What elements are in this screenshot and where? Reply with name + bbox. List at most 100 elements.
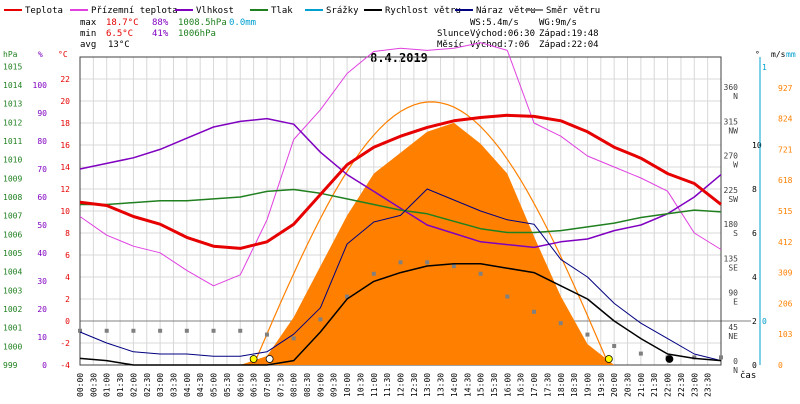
- axis-dir-tick: 315: [724, 117, 739, 126]
- axis-dir-tick: 90: [728, 289, 738, 298]
- axis-pct-tick: 90: [37, 109, 47, 118]
- legend-label: Přízemní teplota: [91, 6, 178, 16]
- wind-ws: WS:5.4m/s: [470, 18, 519, 28]
- axis-dir-card: SE: [728, 263, 738, 272]
- sunset-marker: [604, 355, 613, 363]
- axis-x-tick: 08:30: [303, 373, 312, 397]
- axis-x-tick: 01:00: [103, 373, 112, 397]
- axis-temp-tick: 0: [65, 317, 70, 326]
- axis-dir-card: W: [733, 161, 738, 170]
- wind-dir-point: [158, 328, 163, 333]
- axis-rad-tick: 412: [778, 238, 793, 247]
- wind-dir-point: [398, 260, 403, 265]
- axis-temp-tick: -4: [60, 361, 70, 370]
- axis-rad-tick: 0: [778, 361, 783, 370]
- axis-hpa-tick: 1007: [3, 212, 22, 221]
- axis-temp-tick: 8: [65, 229, 70, 238]
- chart-title: 8.4.2019: [370, 51, 428, 65]
- stat-avg-label: avg: [80, 40, 96, 50]
- wind-dir-point: [612, 343, 617, 348]
- axis-pct-tick: 20: [37, 305, 47, 314]
- wind-dir-point: [291, 336, 296, 341]
- wind-dir-point: [558, 321, 563, 326]
- axis-rad-tick: 309: [778, 269, 793, 278]
- wind-dir-point: [78, 328, 82, 333]
- chart-legend: Teplota Přízemní teplota Vlhkost Tlak Srážky…: [4, 6, 600, 16]
- axis-x-tick: 16:00: [503, 373, 512, 397]
- axis-x-tick: 21:00: [637, 373, 646, 397]
- axis-x-tick: 14:30: [463, 373, 472, 397]
- stat-max-temp: 18.7°C: [106, 18, 139, 28]
- axis-temp-tick: 20: [60, 97, 70, 106]
- axis-x-tick: 00:00: [76, 373, 85, 397]
- stat-max-hum: 88%: [152, 18, 169, 28]
- legend-label: Náraz větru: [476, 6, 536, 16]
- axis-x-tick: 03:00: [156, 373, 165, 397]
- axis-temp-tick: -2: [60, 339, 70, 348]
- axis-rad-tick: 824: [778, 115, 793, 124]
- axis-hpa-tick: 1013: [3, 100, 22, 109]
- series-temperature: [79, 113, 722, 250]
- wind-dir-point: [371, 271, 376, 276]
- axis-pct-tick: 50: [37, 221, 47, 230]
- axis-x-tick: 20:30: [624, 373, 633, 397]
- axis-mm-label: mm: [786, 50, 796, 59]
- stat-max-label: max: [80, 18, 97, 28]
- series-wind-speed: [79, 263, 722, 366]
- chart-axes: 9991000100110021003100410051006100710081…: [3, 57, 793, 397]
- legend-label: Teplota: [25, 6, 63, 16]
- axis-x-tick: 08:00: [290, 373, 299, 397]
- axis-x-tick: 11:30: [383, 373, 392, 397]
- axis-temp-tick: 10: [60, 207, 70, 216]
- series-humidity: [79, 117, 722, 249]
- wind-dir-point: [318, 317, 323, 322]
- axis-x-tick: 03:30: [169, 373, 178, 397]
- stat-min-temp: 6.5°C: [106, 29, 133, 39]
- axis-hpa-tick: 1014: [3, 81, 22, 90]
- axis-x-tick: 04:00: [183, 373, 192, 397]
- axis-x-tick: 12:30: [410, 373, 419, 397]
- legend-label: Srážky: [326, 6, 359, 16]
- axis-x-tick: 10:30: [356, 373, 365, 397]
- axis-x-tick: 13:00: [423, 373, 432, 397]
- axis-ms-tick: 0: [752, 361, 757, 370]
- axis-temp-tick: 14: [60, 163, 70, 172]
- wind-dir-point: [478, 271, 483, 276]
- wind-dir-point: [719, 355, 723, 360]
- axis-pct-tick: 10: [37, 333, 47, 342]
- axis-time-label: čas: [740, 370, 756, 381]
- series-wind-gust: [79, 188, 722, 362]
- axis-rad-tick: 515: [778, 207, 793, 216]
- sunrise-marker: [249, 355, 258, 363]
- wind-dir-point: [505, 294, 510, 299]
- axis-x-tick: 09:00: [316, 373, 325, 397]
- stats-block: max 18.7°C 88% 1008.5hPa 0.0mm min 6.5°C…: [80, 18, 256, 50]
- axis-x-tick: 22:00: [664, 373, 673, 397]
- axis-hpa-tick: 1012: [3, 118, 22, 127]
- axis-temp-tick: 2: [65, 295, 70, 304]
- axis-dir-tick: 135: [724, 254, 739, 263]
- axis-dir-label: °: [755, 50, 760, 59]
- series-pressure: [80, 188, 722, 234]
- axis-ms-tick: 2: [752, 317, 757, 326]
- axis-x-tick: 22:30: [677, 373, 686, 397]
- axis-hpa-tick: 1004: [3, 268, 22, 277]
- axis-dir-tick: 360: [724, 83, 739, 92]
- axis-pct-tick: 70: [37, 165, 47, 174]
- stat-max-rain: 0.0mm: [229, 18, 256, 28]
- axis-x-tick: 20:00: [610, 373, 619, 397]
- sun-set: Západ:19:48: [539, 29, 599, 39]
- axis-hpa-tick: 1003: [3, 286, 22, 295]
- axis-dir-card: S: [733, 229, 738, 238]
- astro-info: WS:5.4m/s WG:9m/s Slunce Východ:06:30 Zá…: [437, 18, 599, 50]
- axis-ms-tick: 4: [752, 273, 757, 282]
- axis-mm-tick: 1: [762, 63, 767, 72]
- axis-x-tick: 13:30: [437, 373, 446, 397]
- axis-temp-tick: 22: [60, 75, 70, 84]
- axis-hpa-tick: 1008: [3, 193, 22, 202]
- axis-x-tick: 05:00: [210, 373, 219, 397]
- axis-hpa-label: hPa: [3, 50, 18, 59]
- axis-rad-tick: 103: [778, 330, 793, 339]
